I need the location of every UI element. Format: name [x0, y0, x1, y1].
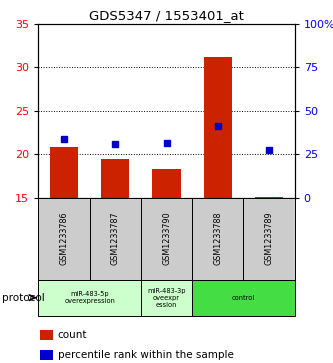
Text: GSM1233786: GSM1233786 — [59, 212, 69, 265]
Text: GDS5347 / 1553401_at: GDS5347 / 1553401_at — [89, 9, 244, 22]
Text: GSM1233790: GSM1233790 — [162, 212, 171, 265]
Text: miR-483-5p
overexpression: miR-483-5p overexpression — [64, 291, 115, 304]
Bar — [204, 57, 232, 198]
Text: control: control — [232, 295, 255, 301]
Text: GSM1233788: GSM1233788 — [213, 212, 222, 265]
Text: protocol: protocol — [2, 293, 44, 303]
Bar — [153, 169, 180, 198]
Text: percentile rank within the sample: percentile rank within the sample — [58, 350, 233, 360]
Text: GSM1233789: GSM1233789 — [264, 212, 274, 265]
Text: GSM1233787: GSM1233787 — [111, 212, 120, 265]
Bar — [50, 147, 78, 198]
Text: miR-483-3p
oveexpr
ession: miR-483-3p oveexpr ession — [147, 287, 186, 308]
Bar — [101, 159, 129, 198]
Bar — [255, 197, 283, 198]
Text: count: count — [58, 330, 87, 340]
